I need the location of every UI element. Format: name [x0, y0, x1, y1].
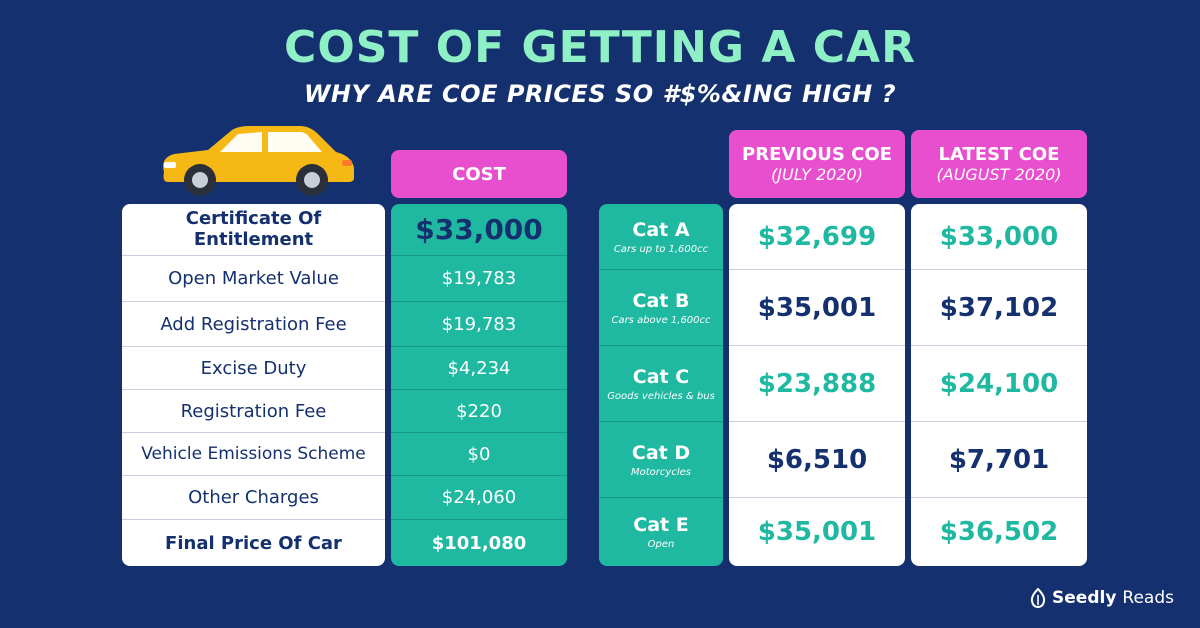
coe-category-column: Cat A Cars up to 1,600cc Cat B Cars abov… — [599, 204, 723, 566]
latest-coe-column: $33,000 $37,102 $24,100 $7,701 $36,502 — [911, 204, 1087, 566]
brand-name: Seedly — [1052, 588, 1117, 608]
table-row: $37,102 — [911, 270, 1087, 346]
coe-category-description: Motorcycles — [631, 466, 691, 478]
brand-suffix: Reads — [1122, 588, 1174, 608]
latest-coe-value: $37,102 — [939, 292, 1059, 323]
table-row: Excise Duty — [122, 347, 385, 390]
coe-category-name: Cat B — [632, 289, 690, 312]
coe-category-name: Cat E — [633, 514, 689, 536]
table-row: $220 — [391, 390, 567, 433]
table-row: Vehicle Emissions Scheme — [122, 433, 385, 476]
coe-category-description: Open — [647, 539, 675, 550]
latest-coe-value: $7,701 — [948, 444, 1050, 475]
table-row: $4,234 — [391, 347, 567, 390]
cost-value-column: $33,000 $19,783 $19,783 $4,234 $220 $0 $… — [391, 204, 567, 566]
table-row: $7,701 — [911, 422, 1087, 498]
table-row: $6,510 — [729, 422, 905, 498]
cost-label: Excise Duty — [200, 357, 307, 379]
cost-value: $0 — [467, 443, 491, 465]
table-row: Cat D Motorcycles — [599, 422, 723, 498]
seedly-leaf-icon — [1030, 588, 1046, 608]
latest-coe-period: (AUGUST 2020) — [936, 165, 1062, 184]
page-title: COST OF GETTING A CAR — [284, 22, 916, 73]
coe-category-description: Cars above 1,600cc — [611, 314, 711, 326]
table-row: Final Price Of Car — [122, 520, 385, 566]
cost-value: $19,783 — [441, 313, 517, 335]
cost-label: Registration Fee — [180, 400, 327, 422]
previous-coe-value: $32,699 — [757, 221, 877, 252]
cost-header: COST — [391, 150, 567, 198]
coe-category-name: Cat C — [632, 365, 690, 388]
table-row: $101,080 — [391, 520, 567, 566]
cost-value: $101,080 — [431, 532, 527, 554]
table-row: Cat C Goods vehicles & bus — [599, 346, 723, 422]
previous-coe-value: $35,001 — [757, 292, 877, 323]
cost-value: $4,234 — [447, 357, 511, 379]
table-row: $33,000 — [911, 204, 1087, 270]
table-row: Certificate Of Entitlement — [122, 204, 385, 256]
previous-coe-header: PREVIOUS COE (JULY 2020) — [729, 130, 905, 198]
table-row: $32,699 — [729, 204, 905, 270]
previous-coe-value: $23,888 — [757, 368, 877, 399]
table-row: $35,001 — [729, 498, 905, 566]
table-row: $0 — [391, 433, 567, 476]
table-row: Cat E Open — [599, 498, 723, 566]
cost-value: $33,000 — [415, 213, 543, 246]
table-row: Cat B Cars above 1,600cc — [599, 270, 723, 346]
car-illustration-icon — [163, 126, 354, 196]
table-row: Add Registration Fee — [122, 302, 385, 347]
table-row: $36,502 — [911, 498, 1087, 566]
table-row: $19,783 — [391, 256, 567, 302]
table-row: $35,001 — [729, 270, 905, 346]
cost-label-column: Certificate Of Entitlement Open Market V… — [122, 204, 385, 566]
page-subtitle: WHY ARE COE PRICES SO #$%&ING HIGH ? — [303, 80, 897, 108]
table-row: Registration Fee — [122, 390, 385, 433]
previous-coe-value: $35,001 — [757, 517, 877, 547]
previous-coe-title: PREVIOUS COE — [742, 144, 892, 165]
table-row: $24,060 — [391, 476, 567, 520]
latest-coe-value: $36,502 — [939, 517, 1059, 547]
cost-label: Open Market Value — [168, 268, 339, 289]
latest-coe-header: LATEST COE (AUGUST 2020) — [911, 130, 1087, 198]
cost-label: Certificate Of Entitlement — [185, 207, 322, 250]
cost-label: Other Charges — [188, 487, 319, 508]
cost-value: $220 — [456, 400, 502, 422]
cost-label: Final Price Of Car — [165, 532, 342, 554]
table-row: $33,000 — [391, 204, 567, 256]
table-row: $24,100 — [911, 346, 1087, 422]
cost-value: $24,060 — [441, 487, 517, 508]
brand-logo: Seedly Reads — [1030, 588, 1174, 608]
coe-category-name: Cat D — [631, 441, 691, 464]
coe-category-description: Cars up to 1,600cc — [613, 243, 709, 255]
cost-value: $19,783 — [441, 268, 517, 289]
cost-label: Vehicle Emissions Scheme — [141, 444, 366, 464]
previous-coe-period: (JULY 2020) — [771, 165, 863, 184]
table-row: Open Market Value — [122, 256, 385, 302]
latest-coe-value: $24,100 — [939, 368, 1059, 399]
coe-category-name: Cat A — [632, 218, 690, 241]
cost-label: Add Registration Fee — [160, 313, 347, 335]
latest-coe-value: $33,000 — [939, 221, 1059, 252]
table-row: Other Charges — [122, 476, 385, 520]
table-row: $23,888 — [729, 346, 905, 422]
previous-coe-value: $6,510 — [766, 444, 868, 475]
table-row: $19,783 — [391, 302, 567, 347]
table-row: Cat A Cars up to 1,600cc — [599, 204, 723, 270]
cost-header-label: COST — [452, 163, 506, 185]
coe-category-description: Goods vehicles & bus — [607, 390, 715, 402]
latest-coe-title: LATEST COE — [938, 144, 1060, 165]
previous-coe-column: $32,699 $35,001 $23,888 $6,510 $35,001 — [729, 204, 905, 566]
